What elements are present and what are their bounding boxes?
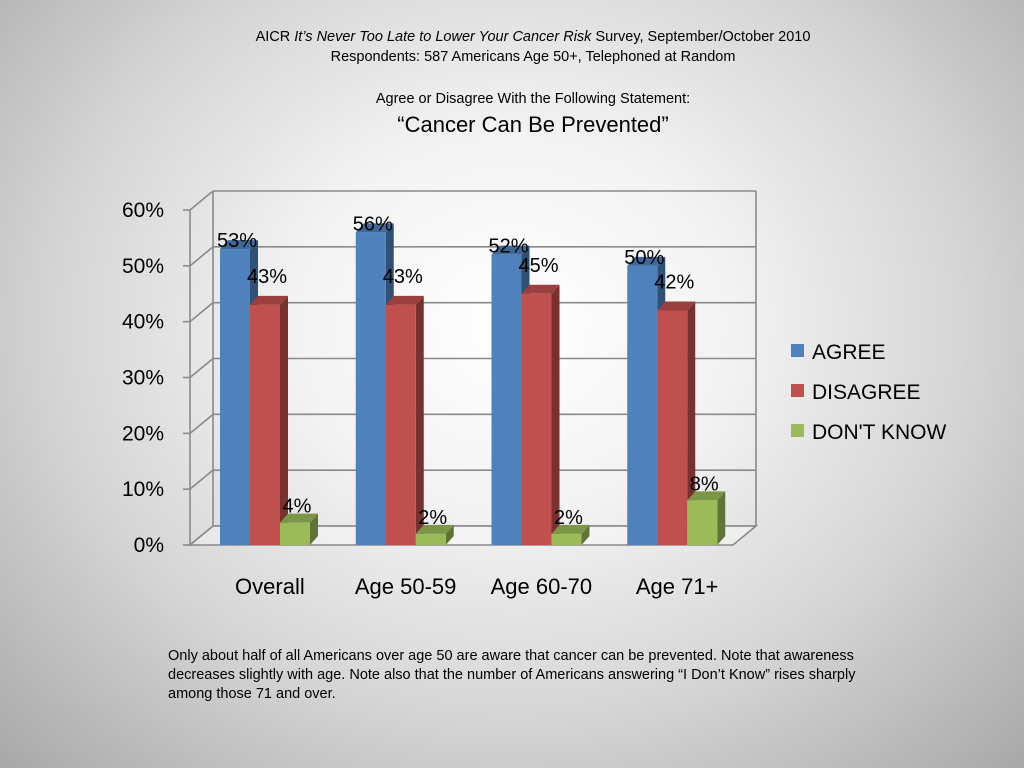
side-wall-gridline [189,246,214,267]
bar-top [491,245,530,255]
category-label: Age 50-59 [355,574,457,599]
bar-side [310,513,318,545]
bar [627,265,658,545]
bar [657,310,688,545]
survey-name: It’s Never Too Late to Lower Your Cancer… [294,29,592,45]
bar-top [280,513,318,523]
bar [491,254,522,545]
bar-top [657,301,696,311]
y-tick-label: 20% [122,422,164,445]
bar-top [385,295,424,305]
statement-intro: Agree or Disagree With the Following Sta… [375,91,691,107]
data-label: 45% [518,255,558,277]
bar-side [415,295,424,545]
y-tick-label: 40% [122,311,164,334]
category-label: Overall [235,574,305,599]
legend-label: AGREE [812,341,886,364]
survey-title-prefix: AICR [255,29,295,45]
y-tick-label: 30% [122,367,164,390]
bar [355,232,386,546]
bar-top [355,223,394,233]
category-label: Age 60-70 [491,574,593,599]
bar-top [627,256,666,266]
data-label: 43% [247,266,287,288]
bar-side [581,524,590,545]
bar [551,533,582,545]
bar-side [717,491,726,545]
data-label: 42% [654,272,694,294]
data-label: 53% [217,230,257,252]
y-tick-label: 60% [122,199,164,222]
data-label: 2% [418,507,447,529]
bar [521,293,552,545]
respondents-line: Respondents: 587 Americans Age 50+, Tele… [330,49,736,65]
bar [687,500,718,545]
survey-title-suffix: Survey, September/October 2010 [591,29,811,45]
survey-title: AICR It’s Never Too Late to Lower Your C… [0,27,1024,47]
chart-title: “Cancer Can Be Prevented” [397,112,669,137]
bar [415,533,446,545]
bar-side [280,295,288,545]
bar-top [521,284,560,294]
legend-label: DON'T KNOW [812,421,946,444]
y-tick-label: 10% [122,478,164,501]
side-wall-gridline [189,413,214,434]
y-tick-label: 0% [134,534,164,557]
bar-top [687,491,726,501]
legend-swatch [791,344,804,357]
y-tick-label: 50% [122,255,164,278]
side-wall-gridline [189,190,214,211]
bar-side [687,301,696,545]
data-label: 56% [353,213,393,235]
category-label: Age 71+ [636,574,719,599]
bar [385,304,416,545]
bar [250,304,280,545]
data-label: 50% [624,247,664,269]
bar [280,522,310,545]
bar-top [220,240,258,250]
legend-label: DISAGREE [812,381,921,404]
footnote: Only about half of all Americans over ag… [168,648,856,702]
bar-top [250,295,288,305]
side-wall-gridline [189,357,214,379]
bar-side [551,284,560,545]
data-label: 2% [554,507,583,529]
bar [220,249,250,546]
data-label: 8% [690,473,719,495]
data-label: 43% [383,266,423,288]
bar-side [445,524,454,545]
side-wall-gridline [189,302,214,323]
bar-top [415,524,454,534]
data-label: 52% [488,236,528,258]
chart-header: AICR It’s Never Too Late to Lower Your C… [0,27,1024,139]
bar-chart: 0% 10% 20% 30% 40% 50% 60% 53% 43% 4% Overall 56% 43… [122,190,946,599]
legend-swatch [791,424,804,437]
side-wall-gridline [189,469,214,490]
legend-swatch [791,384,804,397]
data-label: 4% [283,496,312,518]
bar-top [551,524,590,534]
